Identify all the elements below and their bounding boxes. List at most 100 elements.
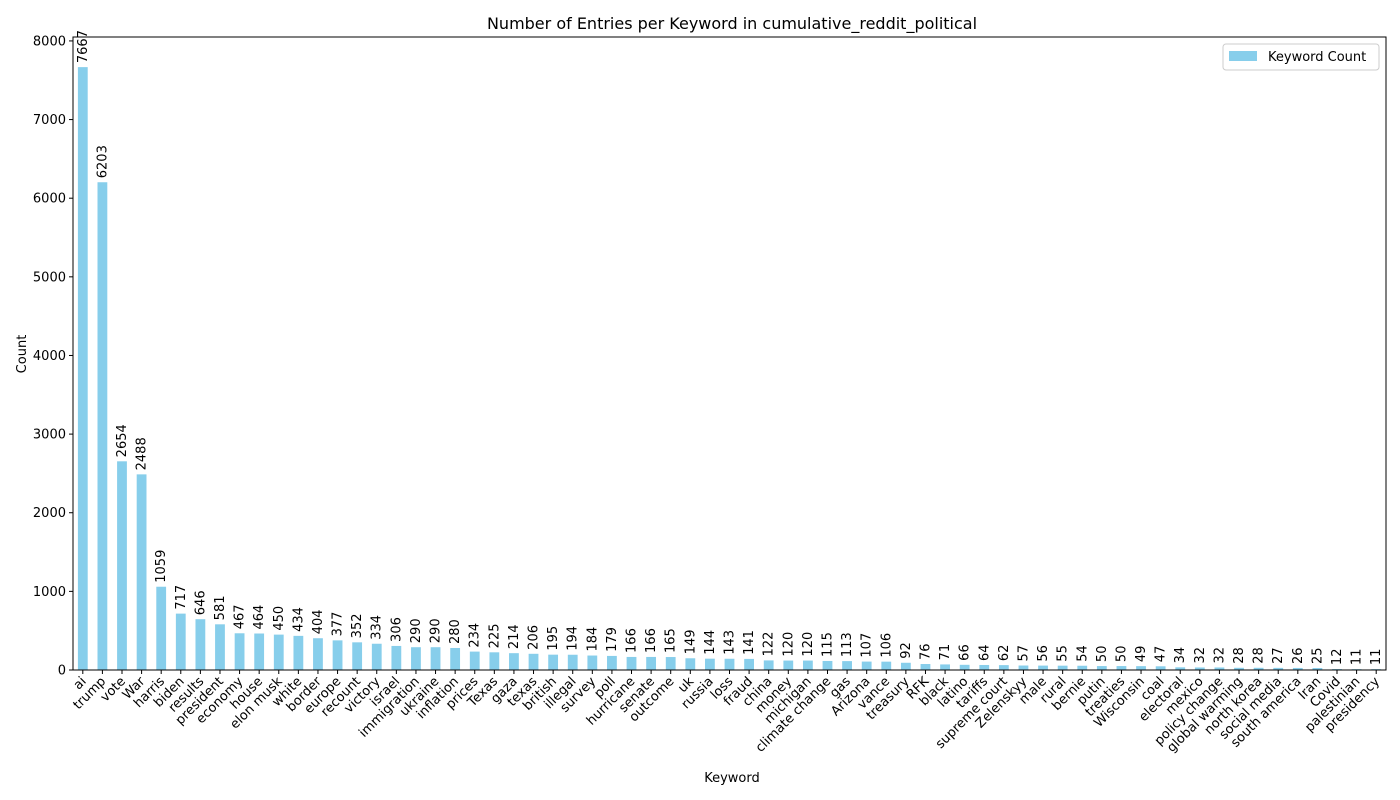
bar-value-label: 195 <box>546 626 561 651</box>
bar <box>705 658 715 670</box>
bar-value-label: 92 <box>899 642 914 659</box>
bar <box>1155 666 1166 670</box>
bar-value-label: 2654 <box>115 424 130 457</box>
bar <box>234 633 245 670</box>
bar <box>509 653 519 670</box>
plot-frame <box>72 36 1387 671</box>
x-axis-ticks: aitrumpvoteWarharrisbidenresultspresiden… <box>71 670 1383 756</box>
bar-value-label: 377 <box>331 612 346 637</box>
bar-value-label: 56 <box>1036 645 1051 662</box>
bar-value-label: 64 <box>977 644 992 661</box>
bar <box>783 660 794 670</box>
bar-value-label: 6203 <box>95 145 110 178</box>
bar-value-label: 76 <box>918 643 933 660</box>
bar <box>1116 666 1127 670</box>
bar <box>607 655 617 670</box>
bar <box>1096 666 1107 670</box>
bar-value-label: 11 <box>1350 649 1365 666</box>
bar-value-label: 55 <box>1056 645 1071 662</box>
bar-value-label: 290 <box>409 618 424 643</box>
bar <box>97 182 108 671</box>
bar <box>567 654 578 670</box>
bar <box>430 647 441 670</box>
bar <box>1214 667 1225 670</box>
bar <box>1253 667 1264 670</box>
bar <box>685 658 696 670</box>
bar-value-label: 66 <box>958 644 973 661</box>
bar <box>1136 666 1146 670</box>
bar <box>940 664 950 670</box>
bar-value-label: 7667 <box>76 30 91 63</box>
bar <box>273 634 284 670</box>
bar <box>626 656 637 670</box>
bar-value-label: 115 <box>820 632 835 657</box>
bar-value-label: 166 <box>625 628 640 653</box>
bar-value-label: 141 <box>742 630 757 655</box>
bar-value-label: 194 <box>566 626 581 651</box>
bar-value-label: 646 <box>193 590 208 615</box>
bar <box>802 660 813 670</box>
bar-value-label: 166 <box>644 628 659 653</box>
bar <box>763 660 774 670</box>
bar-value-label: 450 <box>272 606 287 631</box>
bar-value-label: 464 <box>252 605 267 630</box>
bar-value-label: 47 <box>1154 646 1169 663</box>
y-tick-label: 6000 <box>33 192 66 207</box>
y-tick-label: 4000 <box>33 349 66 364</box>
bar <box>1234 667 1244 670</box>
bar-value-label: 1059 <box>154 550 169 583</box>
y-axis-label: Count <box>15 335 30 374</box>
bar-value-label: 28 <box>1232 647 1247 664</box>
y-tick-label: 7000 <box>33 113 66 128</box>
x-axis-label: Keyword <box>704 771 760 786</box>
bar-value-label: 352 <box>350 613 365 638</box>
bar <box>528 653 539 670</box>
bar-value-label: 280 <box>448 619 463 644</box>
bar <box>744 658 754 670</box>
bar-value-label: 32 <box>1193 647 1208 664</box>
bar <box>842 661 852 670</box>
bar <box>469 651 480 670</box>
bar-value-label: 290 <box>429 618 444 643</box>
bar-value-label: 225 <box>487 623 502 648</box>
bar-value-label: 214 <box>507 624 522 649</box>
bar <box>881 661 892 670</box>
bar-value-label: 62 <box>997 645 1012 662</box>
legend: Keyword Count <box>1222 43 1380 71</box>
bar-value-label: 717 <box>174 585 189 610</box>
bar <box>1194 667 1205 670</box>
y-tick-label: 3000 <box>33 428 66 443</box>
bar-value-label: 27 <box>1271 647 1286 664</box>
bar-value-label: 120 <box>801 632 816 657</box>
bar-value-label: 143 <box>723 630 738 655</box>
bar <box>1038 665 1048 670</box>
bar <box>1018 665 1029 670</box>
bar-value-label: 434 <box>291 607 306 632</box>
chart-title: Number of Entries per Keyword in cumulat… <box>487 14 977 34</box>
bar <box>136 474 147 670</box>
bar <box>293 635 304 670</box>
bar-value-label: 26 <box>1291 647 1306 664</box>
bar <box>900 662 911 670</box>
bar-value-label: 25 <box>1310 647 1325 664</box>
bar <box>1077 665 1088 670</box>
bar <box>352 642 363 670</box>
bar-value-label: 113 <box>840 632 855 657</box>
bar-value-label: 206 <box>527 625 542 650</box>
bar-value-label: 11 <box>1369 649 1384 666</box>
bar-value-label: 49 <box>1134 646 1149 663</box>
bar <box>215 624 225 670</box>
y-tick-label: 8000 <box>33 34 66 49</box>
bar <box>450 647 461 670</box>
bar-value-label: 334 <box>370 615 385 640</box>
legend-label: Keyword Count <box>1268 50 1366 65</box>
bar <box>411 647 421 670</box>
bar <box>332 640 343 670</box>
bar <box>998 665 1009 670</box>
bar-value-label: 57 <box>1016 645 1031 662</box>
bar <box>587 655 598 670</box>
bar <box>548 654 559 670</box>
bar-value-label: 34 <box>1173 647 1188 664</box>
